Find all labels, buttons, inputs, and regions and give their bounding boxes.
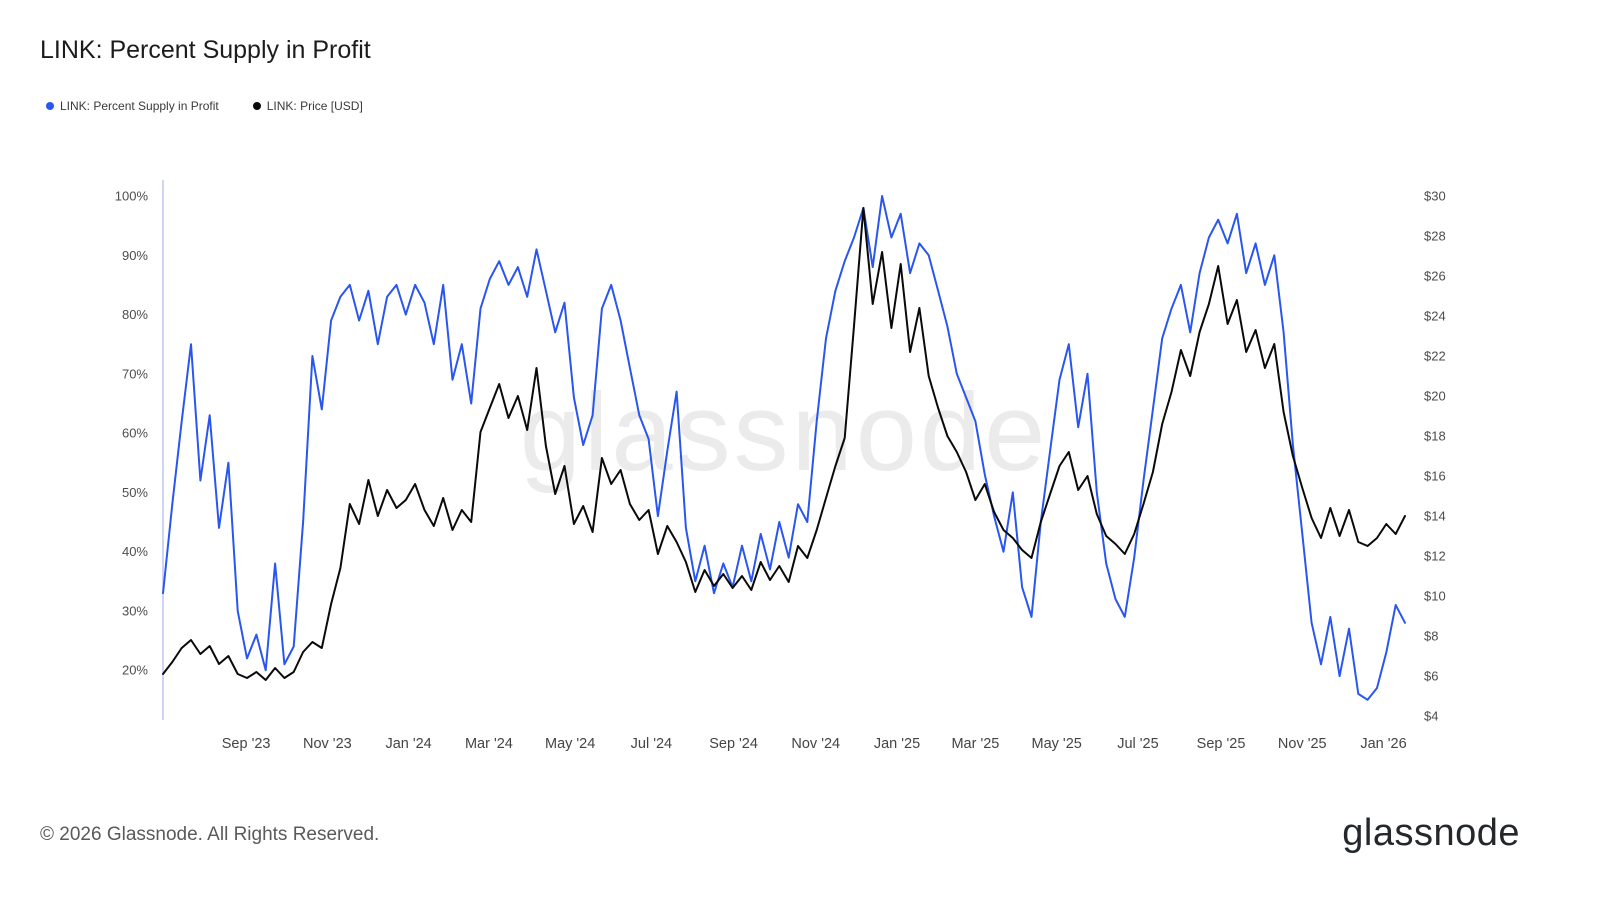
x-axis-tick-label: Jul '24 [631, 736, 672, 752]
x-axis-tick-label: Mar '24 [465, 736, 513, 752]
x-axis-tick-label: Jan '24 [385, 736, 431, 752]
x-axis-tick-label: Jul '25 [1117, 736, 1158, 752]
left-axis-tick-label: 40% [122, 544, 148, 559]
chart-legend: LINK: Percent Supply in Profit LINK: Pri… [46, 99, 363, 113]
right-axis-tick-label: $6 [1424, 669, 1438, 684]
x-axis-tick-label: Jan '26 [1360, 736, 1406, 752]
right-axis-tick-label: $4 [1424, 709, 1438, 724]
left-axis-tick-label: 60% [122, 426, 148, 441]
percent-supply-series-line [162, 195, 1406, 701]
right-axis-tick-label: $26 [1424, 269, 1446, 284]
right-axis-tick-label: $28 [1424, 229, 1446, 244]
x-axis-tick-label: May '25 [1032, 736, 1082, 752]
right-axis-tick-label: $24 [1424, 309, 1446, 324]
x-axis-tick-label: May '24 [545, 736, 595, 752]
x-axis-tick-label: Sep '24 [709, 736, 758, 752]
left-axis-tick-label: 70% [122, 366, 148, 381]
glassnode-logo: glassnode [1342, 812, 1520, 854]
left-axis-tick-label: 100% [115, 189, 149, 204]
legend-item-price-usd[interactable]: LINK: Price [USD] [252, 99, 363, 113]
x-axis-tick-label: Jan '25 [874, 736, 920, 752]
page-title: LINK: Percent Supply in Profit [40, 36, 371, 64]
left-axis-tick-label: 50% [122, 485, 148, 500]
x-axis-tick-label: Nov '25 [1278, 736, 1327, 752]
legend-item-percent-supply-in-profit[interactable]: LINK: Percent Supply in Profit [46, 99, 219, 113]
right-axis-tick-label: $18 [1424, 429, 1446, 444]
legend-label: LINK: Price [USD] [266, 99, 363, 113]
left-axis-tick-label: 20% [122, 663, 148, 678]
left-axis-tick-label: 80% [122, 307, 148, 322]
legend-dot-blue-icon [46, 102, 54, 110]
right-axis-tick-label: $8 [1424, 629, 1438, 644]
price-series-line [162, 207, 1406, 681]
legend-label: LINK: Percent Supply in Profit [60, 99, 219, 113]
x-axis-tick-label: Sep '25 [1197, 736, 1246, 752]
x-axis-tick-label: Sep '23 [222, 736, 271, 752]
right-axis-tick-label: $10 [1424, 589, 1446, 604]
x-axis-tick-label: Nov '23 [303, 736, 352, 752]
right-axis-tick-label: $30 [1424, 189, 1446, 204]
left-axis-tick-label: 90% [122, 248, 148, 263]
right-axis-tick-label: $16 [1424, 469, 1446, 484]
glassnode-watermark: glassnode [519, 371, 1049, 494]
right-axis-tick-label: $20 [1424, 389, 1446, 404]
legend-dot-black-icon [252, 102, 261, 110]
right-axis-tick-label: $22 [1424, 349, 1446, 364]
right-axis-tick-label: $14 [1424, 509, 1446, 524]
copyright-text: © 2026 Glassnode. All Rights Reserved. [40, 824, 380, 845]
x-axis-tick-label: Nov '24 [791, 736, 840, 752]
x-axis-tick-label: Mar '25 [951, 736, 999, 752]
left-axis-tick-label: 30% [122, 603, 148, 618]
right-axis-tick-label: $12 [1424, 549, 1446, 564]
